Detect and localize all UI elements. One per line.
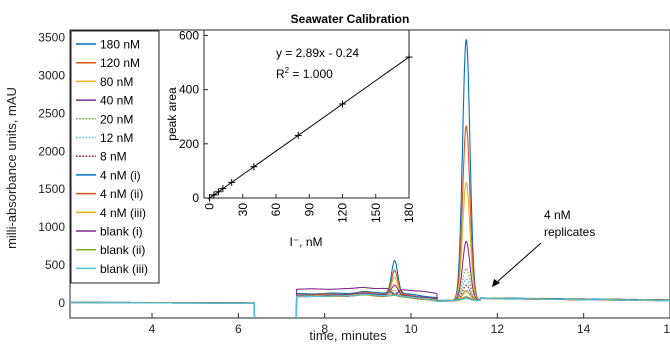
- annotation-line-2: replicates: [544, 225, 595, 239]
- legend-label: 80 nM: [100, 75, 133, 89]
- main-y-tick-label: 3000: [38, 68, 65, 82]
- legend-label: 20 nM: [100, 112, 133, 126]
- legend-label: blank (iii): [100, 262, 148, 276]
- inset-fit-line: [208, 56, 410, 200]
- inset-title: Seawater Calibration: [291, 12, 410, 26]
- main-x-tick-label: 10: [404, 322, 418, 336]
- inset-y-tick-label: 200: [179, 137, 199, 151]
- main-y-ticks: 0 500 1000 1500 2000 2500 3000 3500: [38, 31, 75, 310]
- legend-label: 40 nM: [100, 94, 133, 108]
- inset-fit-equation: y = 2.89x - 0.24: [276, 46, 359, 60]
- inset-x-axis-label: I⁻, nM: [289, 235, 322, 249]
- inset-x-tick-label: 60: [269, 203, 283, 217]
- replicates-annotation: 4 nM replicates: [492, 208, 595, 287]
- main-x-tick-label: 8: [321, 322, 328, 336]
- inset-frame: [203, 29, 410, 199]
- legend-label: 8 nM: [100, 150, 127, 164]
- r-squared-value: = 1.000: [289, 67, 333, 81]
- main-y-tick-label: 500: [45, 258, 65, 272]
- trace-40-nm: [70, 240, 670, 318]
- inset-data-point: [206, 194, 214, 202]
- main-x-tick-label: 6: [235, 322, 242, 336]
- chromatogram-traces: [70, 39, 670, 318]
- inset-r-squared: R2 = 1.000: [276, 66, 333, 81]
- inset-x-tick-label: 150: [369, 203, 383, 223]
- annotation-line-1: 4 nM: [544, 208, 571, 222]
- legend-box: [70, 30, 160, 284]
- trace-blank-iii: [70, 293, 670, 318]
- inset-x-tick-label: 90: [302, 203, 316, 217]
- inset-data-point: [405, 53, 413, 61]
- inset-data-point: [294, 131, 302, 139]
- main-x-tick-label: 14: [577, 322, 591, 336]
- r-squared-superscript: 2: [285, 66, 290, 75]
- inset-x-tick-label: 120: [336, 203, 350, 223]
- main-y-tick-label: 0: [58, 296, 65, 310]
- inset-x-tick-label: 180: [402, 203, 416, 223]
- main-x-axis-label: time, minutes: [309, 328, 387, 343]
- annotation-arrow-line: [495, 242, 542, 284]
- legend: 180 nM 120 nM 80 nM 40 nM 20 nM 12 nM 8 nM 4 nM…: [70, 30, 160, 284]
- legend-label: blank (ii): [100, 243, 145, 257]
- calibration-inset: Seawater Calibration 0 30 60 90 120 150 180 0 2…: [165, 12, 416, 249]
- inset-data-point: [210, 191, 218, 199]
- main-y-tick-label: 1500: [38, 182, 65, 196]
- inset-data-point: [228, 178, 236, 186]
- inset-x-ticks: 0 30 60 90 120 150 180: [203, 194, 416, 223]
- inset-data-point: [214, 188, 222, 196]
- inset-data-point: [250, 163, 258, 171]
- main-x-tick-label: 16: [663, 322, 670, 336]
- legend-label: 120 nM: [100, 56, 140, 70]
- inset-x-tick-label: 30: [236, 203, 250, 217]
- inset-y-tick-label: 400: [179, 83, 199, 97]
- main-y-tick-label: 2500: [38, 106, 65, 120]
- legend-label: 180 nM: [100, 38, 140, 52]
- legend-label: 12 nM: [100, 131, 133, 145]
- legend-label: blank (i): [100, 225, 143, 239]
- main-x-tick-label: 4: [149, 322, 156, 336]
- main-y-tick-label: 3500: [38, 31, 65, 45]
- inset-y-tick-label: 0: [192, 191, 199, 205]
- inset-y-axis-label: peak area: [165, 87, 179, 141]
- annotation-arrow-head: [492, 279, 500, 287]
- r-squared-symbol: R: [276, 67, 285, 81]
- main-x-tick-label: 12: [491, 322, 505, 336]
- inset-y-tick-label: 600: [179, 28, 199, 42]
- main-x-ticks: 4 6 8 10 12 14 16: [149, 313, 670, 336]
- main-y-axis-label: milli-absorbance units, mAU: [4, 87, 19, 249]
- legend-label: 4 nM (iii): [100, 206, 146, 220]
- inset-y-ticks: 0 200 400 600: [179, 28, 208, 205]
- inset-x-tick-label: 0: [203, 203, 217, 210]
- main-y-tick-label: 2000: [38, 144, 65, 158]
- inset-data-point: [219, 185, 227, 193]
- legend-label: 4 nM (i): [100, 168, 141, 182]
- inset-data-point: [339, 100, 347, 108]
- inset-data: [206, 53, 413, 202]
- legend-label: 4 nM (ii): [100, 187, 143, 201]
- main-y-tick-label: 1000: [38, 220, 65, 234]
